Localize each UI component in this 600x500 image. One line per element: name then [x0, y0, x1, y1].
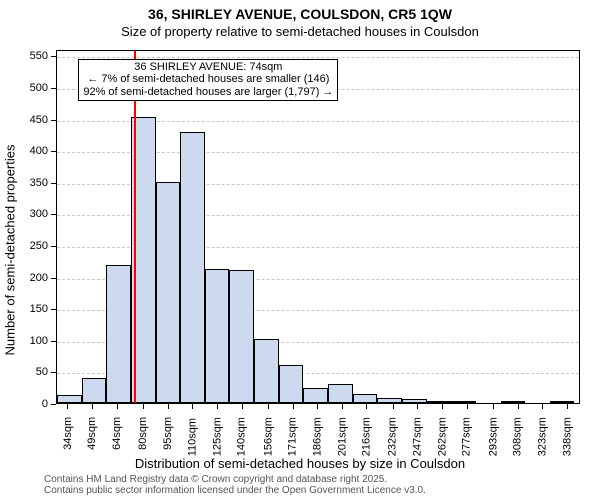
- xtick-label: 186sqm: [311, 418, 323, 456]
- ytick-mark: [51, 183, 56, 184]
- xtick-mark: [342, 404, 343, 409]
- ytick-label: 250: [16, 240, 48, 252]
- ytick-label: 450: [16, 114, 48, 126]
- footer-line: Contains HM Land Registry data © Crown c…: [44, 474, 426, 485]
- ytick-mark: [51, 246, 56, 247]
- xtick-mark: [67, 404, 68, 409]
- histogram-bar: [377, 398, 402, 403]
- xtick-mark: [143, 404, 144, 409]
- ytick-label: 0: [16, 398, 48, 410]
- footer-attribution: Contains HM Land Registry data © Crown c…: [44, 474, 426, 496]
- xtick-mark: [393, 404, 394, 409]
- ytick-label: 100: [16, 335, 48, 347]
- xtick-mark: [268, 404, 269, 409]
- histogram-bar: [427, 401, 452, 403]
- histogram-bar: [451, 401, 476, 403]
- xtick-label: 80sqm: [137, 418, 149, 450]
- histogram-bar: [254, 339, 279, 403]
- ytick-label: 150: [16, 303, 48, 315]
- xtick-mark: [293, 404, 294, 409]
- chart-title-main: 36, SHIRLEY AVENUE, COULSDON, CR5 1QW: [0, 6, 600, 22]
- histogram-bar: [353, 394, 378, 403]
- ytick-mark: [51, 372, 56, 373]
- annotation-box: 36 SHIRLEY AVENUE: 74sqm← 7% of semi-det…: [78, 59, 338, 101]
- xtick-mark: [467, 404, 468, 409]
- xtick-label: 34sqm: [61, 418, 73, 450]
- histogram-bar: [180, 132, 205, 403]
- xtick-mark: [317, 404, 318, 409]
- xtick-label: 308sqm: [512, 418, 524, 456]
- xtick-label: 338sqm: [561, 418, 573, 456]
- histogram-bar: [57, 395, 82, 403]
- xtick-label: 262sqm: [436, 418, 448, 456]
- property-marker-line: [134, 51, 136, 403]
- ytick-label: 300: [16, 208, 48, 220]
- xtick-label: 201sqm: [336, 418, 348, 456]
- ytick-mark: [51, 278, 56, 279]
- ytick-label: 50: [16, 366, 48, 378]
- annotation-line: ← 7% of semi-detached houses are smaller…: [83, 73, 333, 86]
- plot-area: 36 SHIRLEY AVENUE: 74sqm← 7% of semi-det…: [56, 50, 580, 404]
- ytick-mark: [51, 88, 56, 89]
- xtick-label: 49sqm: [86, 418, 98, 450]
- ytick-label: 200: [16, 272, 48, 284]
- histogram-bar: [550, 401, 575, 403]
- xtick-label: 110sqm: [186, 418, 198, 456]
- ytick-mark: [51, 341, 56, 342]
- histogram-bar: [156, 182, 181, 403]
- xtick-label: 156sqm: [262, 418, 274, 456]
- xtick-label: 247sqm: [411, 418, 423, 456]
- xtick-label: 323sqm: [536, 418, 548, 456]
- footer-line: Contains public sector information licen…: [44, 485, 426, 496]
- ytick-mark: [51, 120, 56, 121]
- histogram-bar: [106, 265, 131, 403]
- xtick-mark: [417, 404, 418, 409]
- xtick-label: 216sqm: [360, 418, 372, 456]
- xtick-mark: [567, 404, 568, 409]
- xtick-label: 64sqm: [111, 418, 123, 450]
- xtick-label: 232sqm: [387, 418, 399, 456]
- xtick-label: 95sqm: [162, 418, 174, 450]
- ytick-mark: [51, 309, 56, 310]
- xtick-mark: [192, 404, 193, 409]
- histogram-bar: [229, 270, 254, 403]
- ytick-mark: [51, 56, 56, 57]
- histogram-bar: [328, 384, 353, 403]
- ytick-label: 400: [16, 145, 48, 157]
- ytick-mark: [51, 404, 56, 405]
- xtick-mark: [366, 404, 367, 409]
- chart-title-sub: Size of property relative to semi-detach…: [0, 24, 600, 39]
- ytick-mark: [51, 214, 56, 215]
- xtick-label: 277sqm: [461, 418, 473, 456]
- xtick-mark: [217, 404, 218, 409]
- x-axis-label: Distribution of semi-detached houses by …: [0, 456, 600, 471]
- ytick-label: 500: [16, 82, 48, 94]
- xtick-mark: [518, 404, 519, 409]
- xtick-mark: [168, 404, 169, 409]
- xtick-mark: [493, 404, 494, 409]
- xtick-label: 140sqm: [236, 418, 248, 456]
- xtick-mark: [92, 404, 93, 409]
- histogram-bar: [82, 378, 107, 403]
- ytick-mark: [51, 151, 56, 152]
- xtick-mark: [542, 404, 543, 409]
- histogram-bar: [205, 269, 230, 403]
- xtick-mark: [242, 404, 243, 409]
- ytick-label: 550: [16, 50, 48, 62]
- xtick-label: 293sqm: [487, 418, 499, 456]
- ytick-label: 350: [16, 177, 48, 189]
- annotation-line: 92% of semi-detached houses are larger (…: [83, 86, 333, 99]
- annotation-line: 36 SHIRLEY AVENUE: 74sqm: [83, 61, 333, 74]
- xtick-mark: [117, 404, 118, 409]
- histogram-bar: [303, 388, 328, 403]
- histogram-bar: [501, 401, 526, 403]
- histogram-bar: [402, 399, 427, 403]
- histogram-bar: [279, 365, 304, 403]
- xtick-label: 125sqm: [211, 418, 223, 456]
- xtick-label: 171sqm: [287, 418, 299, 456]
- xtick-mark: [442, 404, 443, 409]
